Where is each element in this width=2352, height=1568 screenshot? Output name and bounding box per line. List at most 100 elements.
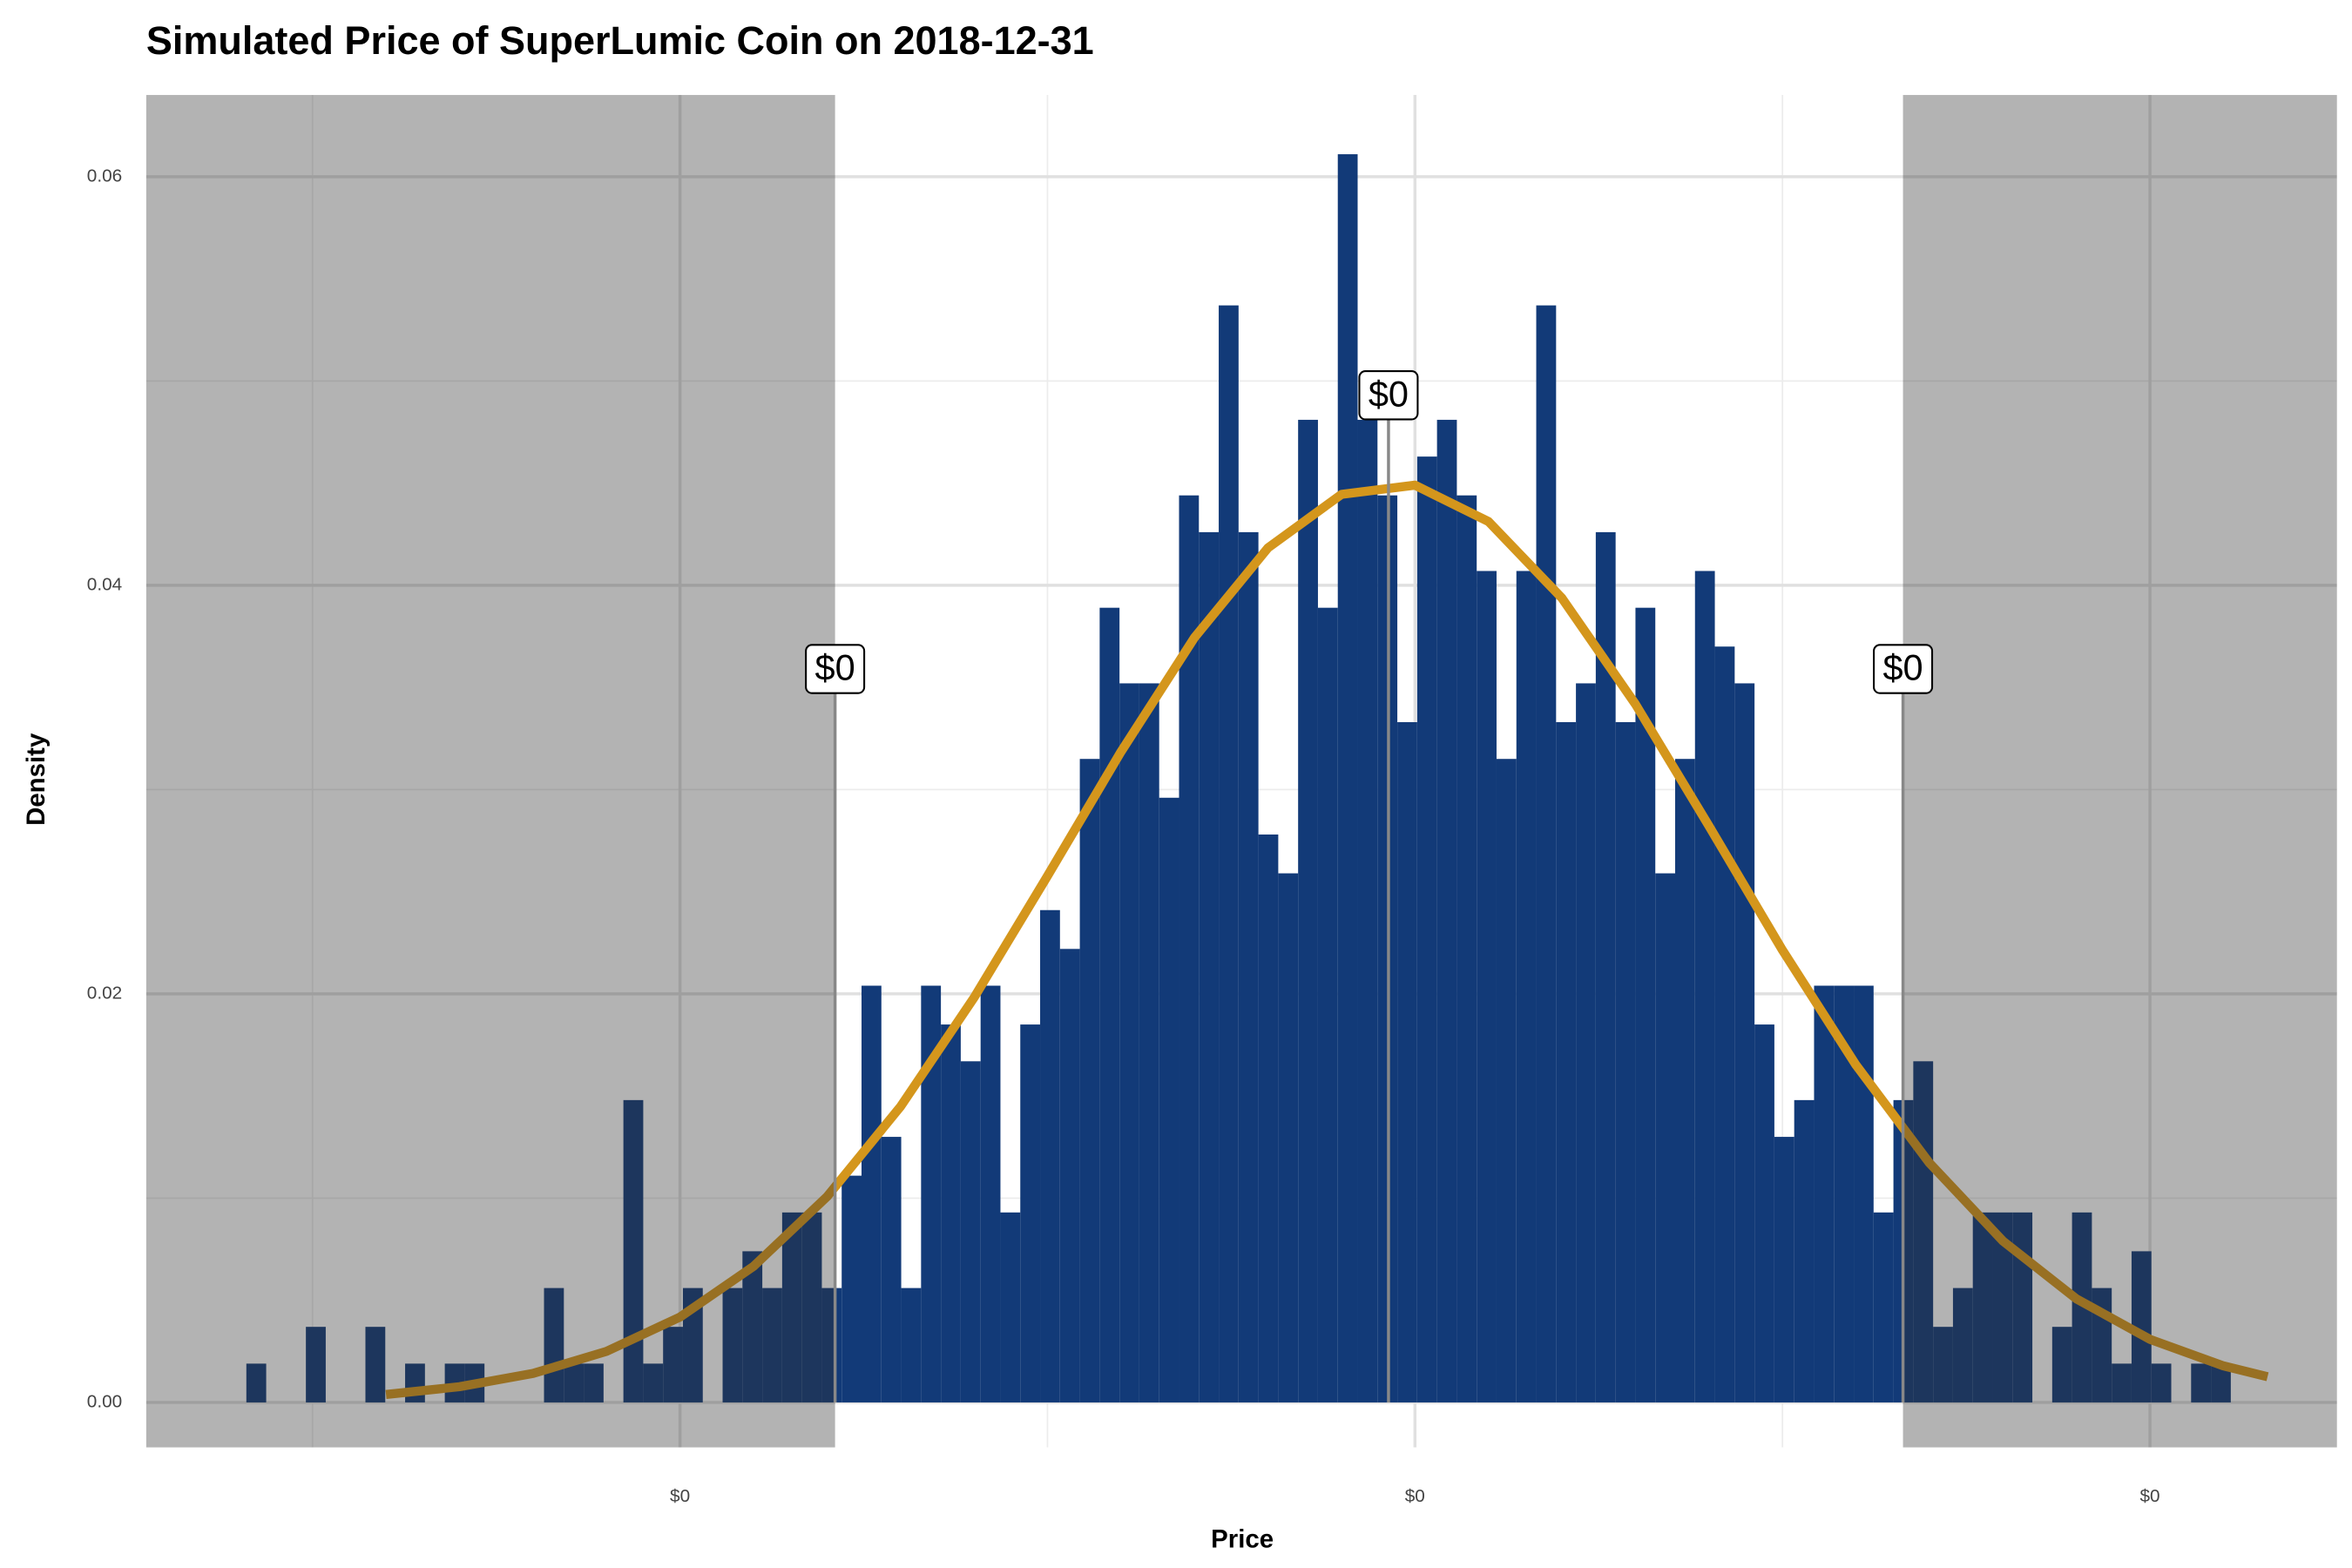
bar	[2211, 1363, 2231, 1402]
bar	[1774, 1137, 1794, 1402]
chart-title: Simulated Price of SuperLumic Coin on 20…	[146, 18, 1094, 63]
bar	[1933, 1327, 1953, 1402]
annotation-label: $0	[1369, 373, 1409, 414]
bar	[1298, 419, 1318, 1402]
bar	[1456, 495, 1477, 1402]
bar	[1714, 646, 1735, 1402]
bar	[1972, 1212, 1993, 1402]
annotation-label: $0	[1882, 647, 1923, 688]
bar	[1179, 495, 1200, 1402]
bar	[2131, 1251, 2152, 1402]
y-tick-label: 0.06	[87, 166, 122, 186]
bar	[1278, 873, 1299, 1402]
x-tick-label: $0	[670, 1486, 690, 1506]
bar	[663, 1327, 683, 1402]
bar	[1020, 1024, 1041, 1402]
bar	[1516, 571, 1537, 1402]
bar	[1317, 607, 1338, 1402]
x-tick-label: $0	[2140, 1486, 2160, 1506]
bar	[1059, 949, 1080, 1402]
bar	[1337, 154, 1358, 1402]
bar	[1397, 722, 1417, 1402]
bar	[584, 1363, 604, 1402]
bar	[1734, 683, 1755, 1402]
bar	[1854, 985, 1874, 1402]
bar	[544, 1288, 564, 1402]
bar	[1436, 419, 1457, 1402]
bar	[1079, 759, 1100, 1402]
bar	[564, 1363, 585, 1402]
bar	[742, 1251, 763, 1402]
bar	[921, 985, 942, 1402]
annotation-label: $0	[815, 647, 855, 688]
bar	[306, 1327, 326, 1402]
shaded-region	[145, 95, 835, 1448]
bar	[881, 1137, 902, 1402]
annotation: $0	[1873, 644, 1934, 694]
bar	[1675, 759, 1695, 1402]
bar	[1655, 873, 1676, 1402]
bar	[1694, 571, 1715, 1402]
bar	[821, 1288, 842, 1402]
x-axis-label: Price	[1211, 1525, 1274, 1554]
bar	[1159, 797, 1179, 1402]
bar	[2112, 1363, 2132, 1402]
bar	[901, 1288, 922, 1402]
bar	[1099, 607, 1120, 1402]
bar	[1754, 1024, 1774, 1402]
bar	[623, 1099, 644, 1402]
annotation: $0	[805, 644, 866, 694]
bar	[1595, 531, 1616, 1402]
bar	[1219, 305, 1239, 1402]
bar	[1536, 305, 1557, 1402]
bar	[1139, 683, 1159, 1402]
y-tick-label: 0.00	[87, 1391, 122, 1411]
bar	[722, 1288, 743, 1402]
bar	[1496, 759, 1517, 1402]
bar	[762, 1288, 782, 1402]
bar	[1615, 722, 1636, 1402]
bar	[1000, 1212, 1021, 1402]
bar	[1199, 531, 1220, 1402]
bar	[1416, 456, 1437, 1402]
x-tick-label: $0	[1405, 1486, 1425, 1506]
y-tick-label: 0.04	[87, 574, 122, 594]
y-tick-label: 0.02	[87, 983, 122, 1003]
bar	[1576, 683, 1596, 1402]
bar	[1635, 607, 1656, 1402]
bar	[1238, 531, 1259, 1402]
bar	[365, 1327, 386, 1402]
bar	[1556, 722, 1577, 1402]
bar	[1814, 985, 1835, 1402]
bar	[980, 985, 1001, 1402]
y-axis-label: Density	[22, 733, 51, 826]
bar	[1040, 909, 1060, 1402]
annotation-box	[1873, 644, 1934, 694]
bar	[1873, 1212, 1894, 1402]
bar	[1794, 1099, 1815, 1402]
bar	[1477, 571, 1497, 1402]
bar	[2151, 1363, 2172, 1402]
annotation-box	[805, 644, 866, 694]
annotation-box	[1358, 370, 1419, 421]
density-curve	[385, 480, 2269, 1399]
bar	[1834, 985, 1855, 1402]
bar	[841, 1175, 862, 1402]
bar	[1119, 683, 1139, 1402]
bar	[1357, 419, 1378, 1402]
bar	[801, 1212, 822, 1402]
bar	[1992, 1212, 2013, 1402]
bar	[2191, 1363, 2212, 1402]
bar	[2051, 1327, 2072, 1402]
bar	[1952, 1288, 1973, 1402]
bar	[1258, 834, 1279, 1402]
shaded-region	[1903, 95, 2337, 1448]
bar	[246, 1363, 267, 1402]
annotation: $0	[1358, 370, 1419, 421]
bar	[861, 985, 882, 1402]
bar	[941, 1024, 961, 1402]
bar	[643, 1363, 664, 1402]
bar	[960, 1061, 981, 1402]
